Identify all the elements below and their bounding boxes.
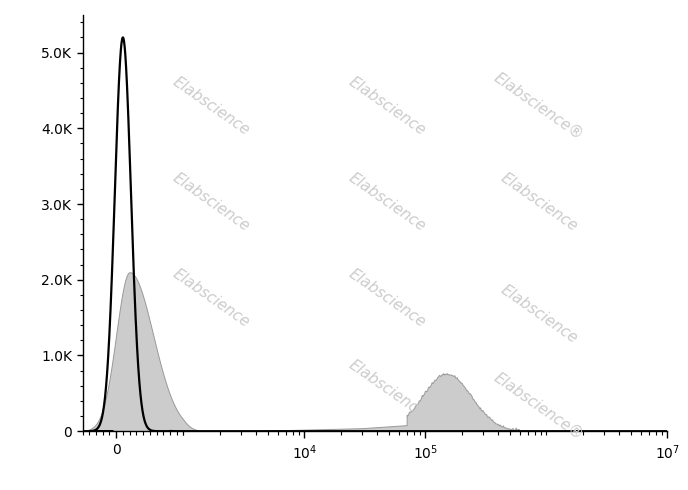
Text: Elabscience®: Elabscience® [491,70,586,143]
Text: Elabscience: Elabscience [345,358,428,421]
Text: Elabscience: Elabscience [170,170,252,234]
Text: Elabscience: Elabscience [170,74,252,138]
Text: Elabscience: Elabscience [497,283,580,346]
Text: Elabscience®: Elabscience® [491,370,586,442]
Text: Elabscience: Elabscience [497,170,580,234]
Text: Elabscience: Elabscience [170,266,252,330]
Text: Elabscience: Elabscience [345,170,428,234]
Text: Elabscience: Elabscience [345,266,428,330]
Text: Elabscience: Elabscience [345,74,428,138]
